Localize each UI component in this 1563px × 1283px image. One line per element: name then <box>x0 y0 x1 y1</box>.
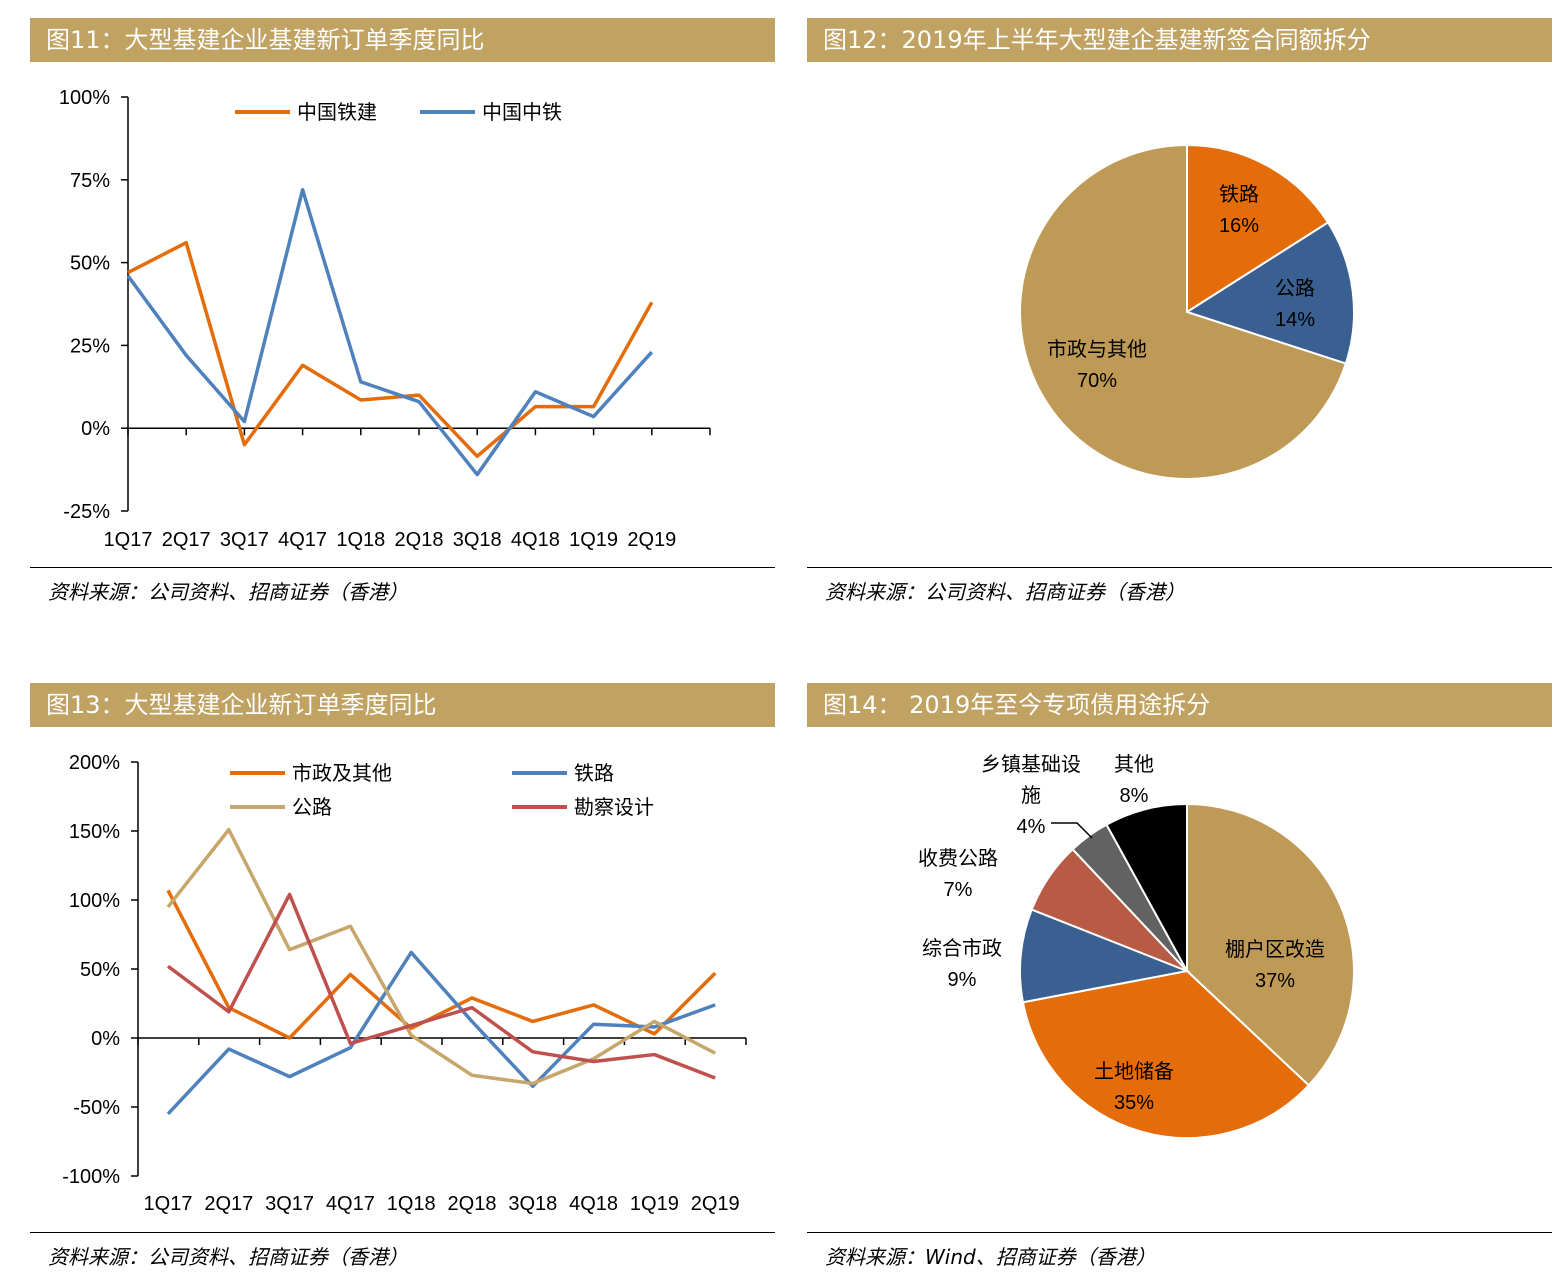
fig14-leader-line <box>1051 822 1093 839</box>
fig13-x-tick-label: 3Q18 <box>508 1193 557 1215</box>
fig14-slice-pct: 7% <box>944 879 973 901</box>
fig13-y-tick-label: -100% <box>62 1166 120 1188</box>
fig14-slice-pct: 35% <box>1114 1092 1154 1114</box>
fig11-x-tick-label: 2Q19 <box>627 529 676 551</box>
fig13-title: 图13：大型基建企业新订单季度同比 <box>30 683 775 727</box>
fig11-x-tick-label: 3Q17 <box>220 529 269 551</box>
fig11-legend-label: 中国中铁 <box>482 101 562 124</box>
fig11-legend-label: 中国铁建 <box>297 101 377 124</box>
fig14-slice-6 <box>1105 802 1188 972</box>
fig11-x-tick-label: 4Q17 <box>278 529 327 551</box>
fig14-slice-2 <box>1021 969 1311 1139</box>
fig14-slice-1 <box>1186 802 1355 1087</box>
fig13-source: 资料来源：公司资料、招商证券（香港） <box>30 1232 775 1270</box>
panel-fig13: 图13：大型基建企业新订单季度同比 200% 150% 100% 50% 0% -50% -… <box>30 683 775 1283</box>
fig11-chart: 100% 75% 50% 25% 0% -25% 1Q17 2Q17 3Q17 4Q17 1Q18 2… <box>59 87 711 551</box>
fig13-y-tick-label: 50% <box>80 959 120 981</box>
fig11-y-tick-label: 50% <box>70 253 110 275</box>
fig14-title: 图14： 2019年至今专项债用途拆分 <box>807 683 1552 727</box>
fig14-slice-pct: 37% <box>1255 970 1295 992</box>
fig11-x-tick-label: 1Q17 <box>104 529 153 551</box>
fig12-slice-pct: 16% <box>1219 215 1259 237</box>
fig13-x-tick-label: 1Q19 <box>630 1193 679 1215</box>
fig13-legend-label: 公路 <box>292 796 332 819</box>
fig12-slice-3 <box>1019 143 1348 480</box>
fig13-x-tick-label: 2Q17 <box>204 1193 253 1215</box>
panel-fig12: 图12：2019年上半年大型建企基建新签合同额拆分 铁路 16% 公路 14% 市政与其… <box>807 18 1552 618</box>
fig11-y-tick-label: 25% <box>70 335 110 357</box>
fig12-slice-1 <box>1186 143 1330 314</box>
fig11-x-tick-label: 2Q18 <box>395 529 444 551</box>
fig12-slice-pct: 14% <box>1275 309 1315 331</box>
fig13-legend-label: 铁路 <box>574 762 614 785</box>
fig14-slice-name: 棚户区改造 <box>1225 938 1325 961</box>
fig13-x-tick-label: 4Q17 <box>326 1193 375 1215</box>
fig12-slice-pct: 70% <box>1077 370 1117 392</box>
fig11-x-tick-label: 1Q19 <box>569 529 618 551</box>
fig13-x-tick-label: 4Q18 <box>569 1193 618 1215</box>
fig13-legend-label: 勘察设计 <box>574 796 654 819</box>
fig13-y-tick-label: 0% <box>91 1028 120 1050</box>
fig11-x-tick-label: 4Q18 <box>511 529 560 551</box>
fig13-series-line-3 <box>166 827 717 1086</box>
fig13-y-tick-label: 100% <box>69 890 120 912</box>
fig12-slice-name: 公路 <box>1275 277 1315 300</box>
fig13-legend-label: 市政及其他 <box>292 762 392 785</box>
fig13-x-tick-label: 1Q17 <box>144 1193 193 1215</box>
fig11-y-tick-label: -25% <box>63 501 110 523</box>
fig11-title: 图11：大型基建企业基建新订单季度同比 <box>30 18 775 62</box>
fig13-y-tick-label: 200% <box>69 752 120 774</box>
fig13-series-line-4 <box>166 892 716 1080</box>
fig12-title: 图12：2019年上半年大型建企基建新签合同额拆分 <box>807 18 1552 62</box>
fig12-source: 资料来源：公司资料、招商证券（香港） <box>807 567 1552 605</box>
fig11-x-tick-label: 1Q18 <box>336 529 385 551</box>
fig14-slice-name: 综合市政 <box>922 937 1002 960</box>
fig11-series-line-1 <box>127 240 654 459</box>
fig13-y-tick-label: 150% <box>69 821 120 843</box>
fig11-y-tick-label: 75% <box>70 170 110 192</box>
fig14-slice-pct: 4% <box>1017 816 1046 838</box>
fig13-y-tick-label: -50% <box>73 1097 120 1119</box>
fig14-slice-pct: 9% <box>948 969 977 991</box>
fig12-chart: 铁路 16% 公路 14% 市政与其他 70% <box>1019 143 1355 480</box>
panel-fig14: 图14： 2019年至今专项债用途拆分 棚户区改造 37% 土地储备 35% 综合市政 9… <box>807 683 1552 1283</box>
fig12-slice-2 <box>1184 221 1355 365</box>
fig14-source: 资料来源：Wind、招商证券（香港） <box>807 1232 1552 1270</box>
fig13-x-tick-label: 2Q19 <box>691 1193 740 1215</box>
fig14-slice-name: 收费公路 <box>918 847 998 870</box>
fig11-series-line-2 <box>126 187 654 477</box>
fig11-x-tick-label: 2Q17 <box>162 529 211 551</box>
fig13-series-line-2 <box>166 950 716 1116</box>
fig14-slice-pct: 8% <box>1120 785 1149 807</box>
fig11-y-tick-label: 0% <box>81 418 110 440</box>
fig13-x-tick-label: 3Q17 <box>265 1193 314 1215</box>
fig12-slice-name: 铁路 <box>1219 183 1259 206</box>
fig14-slice-3 <box>1019 908 1191 1004</box>
fig14-slice-name: 乡镇基础设 <box>981 753 1081 776</box>
fig13-chart: 200% 150% 100% 50% 0% -50% -100% 1Q17 2Q17 3Q17 4Q… <box>62 752 747 1215</box>
fig14-slice-name: 其他 <box>1114 753 1154 776</box>
fig14-slice-name: 施 <box>1021 784 1041 807</box>
fig13-series-line-1 <box>166 889 717 1040</box>
fig13-x-tick-label: 2Q18 <box>448 1193 497 1215</box>
fig11-x-tick-label: 3Q18 <box>453 529 502 551</box>
fig11-y-tick-label: 100% <box>59 87 110 109</box>
fig12-slice-name: 市政与其他 <box>1047 338 1147 361</box>
panel-fig11: 图11：大型基建企业基建新订单季度同比 100% 75% 50% 25% 0% -25% 1… <box>30 18 775 618</box>
fig13-x-tick-label: 1Q18 <box>387 1193 436 1215</box>
fig14-slice-name: 土地储备 <box>1094 1060 1174 1083</box>
fig11-source: 资料来源：公司资料、招商证券（香港） <box>30 567 775 605</box>
